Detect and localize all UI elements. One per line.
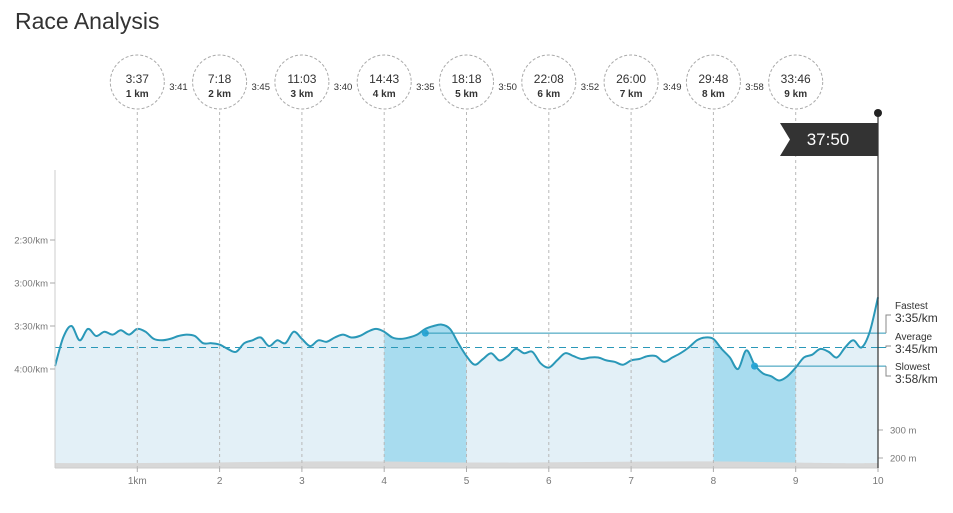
splits-layer: 3:37 1 km 7:18 2 km 11:03 3 km 14:43 4 km 18:18 5… xyxy=(109,54,824,468)
stat-label-average: Average xyxy=(895,332,933,343)
split-pace-label: 3:45 xyxy=(252,82,271,93)
pace-line-layer xyxy=(54,297,879,382)
split-bubble xyxy=(768,54,824,110)
finish-pole-cap xyxy=(874,109,882,117)
stat-bracket xyxy=(885,366,891,377)
x-tick-label: 7 xyxy=(628,476,634,487)
split-km-label: 5 km xyxy=(455,89,478,100)
x-tick-label: 8 xyxy=(711,476,717,487)
elevation-tick-label: 200 m xyxy=(890,454,916,465)
split-time-label: 7:18 xyxy=(208,72,232,86)
x-tick-label: 4 xyxy=(381,476,387,487)
finish-layer: 37:50 xyxy=(780,109,882,468)
split-time-label: 3:37 xyxy=(126,72,150,86)
split-bubble xyxy=(356,54,412,110)
page-title: Race Analysis xyxy=(15,8,160,34)
elevation-tick-label: 300 m xyxy=(890,426,916,437)
split-km-label: 1 km xyxy=(126,89,149,100)
split-pace-label: 3:40 xyxy=(334,82,353,93)
finish-time: 37:50 xyxy=(807,130,850,149)
split-pace-label: 3:50 xyxy=(498,82,517,93)
split-bubble xyxy=(192,54,248,110)
split-bubble xyxy=(521,54,577,110)
split-pace-label: 3:52 xyxy=(581,82,600,93)
split-km-label: 9 km xyxy=(784,89,807,100)
split-time-label: 22:08 xyxy=(534,72,564,86)
stat-value-fastest: 3:35/km xyxy=(895,311,938,325)
split-time-label: 14:43 xyxy=(369,72,399,86)
elevation-profile xyxy=(55,461,878,468)
x-tick-label: 2 xyxy=(217,476,223,487)
x-tick-label: 1km xyxy=(128,476,147,487)
split-time-label: 11:03 xyxy=(287,72,316,86)
split-bubble xyxy=(685,54,741,110)
stat-bracket xyxy=(885,345,891,348)
x-tick-label: 3 xyxy=(299,476,305,487)
split-bubble xyxy=(439,54,494,110)
split-km-label: 8 km xyxy=(702,89,725,100)
x-tick-label: 6 xyxy=(546,476,552,487)
split-time-label: 29:48 xyxy=(698,72,728,86)
split-pace-label: 3:41 xyxy=(169,82,188,93)
split-bubble xyxy=(109,54,165,110)
highlight-band-km-4-5 xyxy=(384,297,467,468)
finish-flag xyxy=(780,123,878,156)
stat-label-slowest: Slowest xyxy=(895,362,930,373)
split-km-label: 4 km xyxy=(373,89,396,100)
pace-line xyxy=(54,297,879,382)
split-bubble xyxy=(274,54,330,110)
split-pace-label: 3:35 xyxy=(416,82,435,93)
split-km-label: 7 km xyxy=(620,89,643,100)
stat-value-slowest: 3:58/km xyxy=(895,372,938,386)
x-tick-label: 5 xyxy=(464,476,470,487)
stat-bracket xyxy=(885,314,891,334)
split-pace-label: 3:58 xyxy=(745,82,764,93)
stat-label-fastest: Fastest xyxy=(895,301,928,312)
x-tick-label: 10 xyxy=(872,476,884,487)
split-pace-label: 3:49 xyxy=(663,82,682,93)
y-tick-label: 2:30/km xyxy=(14,236,48,247)
split-time-label: 18:18 xyxy=(451,72,481,86)
split-km-label: 2 km xyxy=(208,89,231,100)
y-tick-label: 3:30/km xyxy=(14,322,48,333)
axes-layer: 2:30/km 3:00/km 3:30/km 4:00/km 1km 2 3 4 5 6 7 8 9 1… xyxy=(14,170,916,487)
split-time-label: 33:46 xyxy=(781,72,811,86)
elevation-layer xyxy=(55,461,878,468)
split-km-label: 3 km xyxy=(291,89,314,100)
split-bubble xyxy=(603,54,659,110)
x-tick-label: 9 xyxy=(793,476,799,487)
split-km-label: 6 km xyxy=(537,89,560,100)
stat-value-average: 3:45/km xyxy=(895,342,938,356)
y-tick-label: 4:00/km xyxy=(14,365,48,376)
y-tick-label: 3:00/km xyxy=(14,279,48,290)
split-time-label: 26:00 xyxy=(616,72,646,86)
